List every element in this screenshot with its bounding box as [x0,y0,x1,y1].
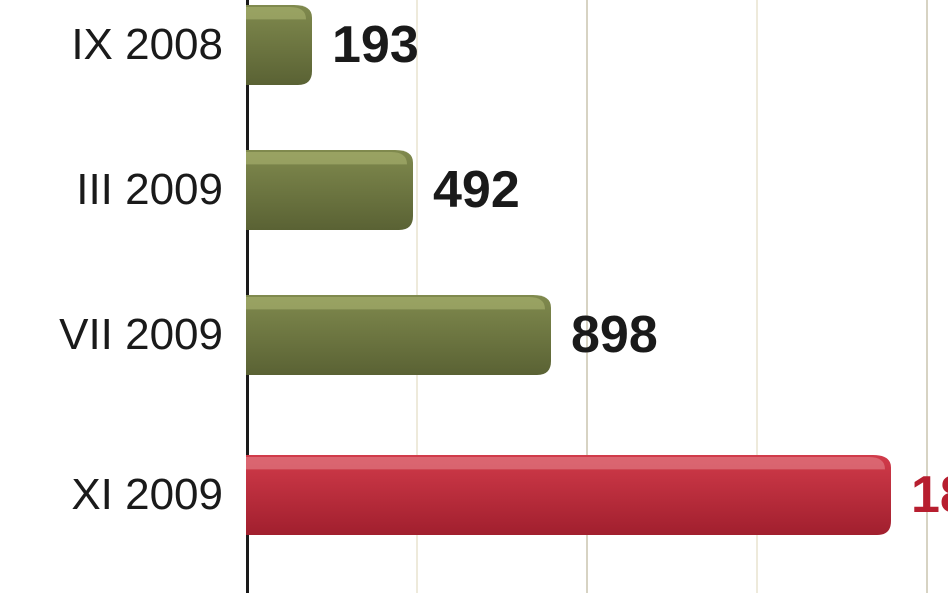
value-label-1: 492 [433,160,520,220]
chart-container: IX 2008 193 III 2009 492 VII 2009 898 XI… [0,0,948,593]
value-label-0: 193 [332,15,419,75]
row-0: IX 2008 193 [0,0,948,90]
axis-label-3: XI 2009 [23,470,223,520]
row-1: III 2009 492 [0,145,948,235]
bar-0 [246,5,312,85]
bar-3 [246,455,891,535]
value-label-2: 898 [571,305,658,365]
axis-label-2: VII 2009 [23,310,223,360]
bar-2 [246,295,551,375]
axis-label-0: IX 2008 [23,20,223,70]
axis-label-1: III 2009 [23,165,223,215]
row-2: VII 2009 898 [0,290,948,380]
bar-1 [246,150,413,230]
row-3: XI 2009 1896 [0,450,948,540]
value-label-3: 1896 [911,465,948,525]
